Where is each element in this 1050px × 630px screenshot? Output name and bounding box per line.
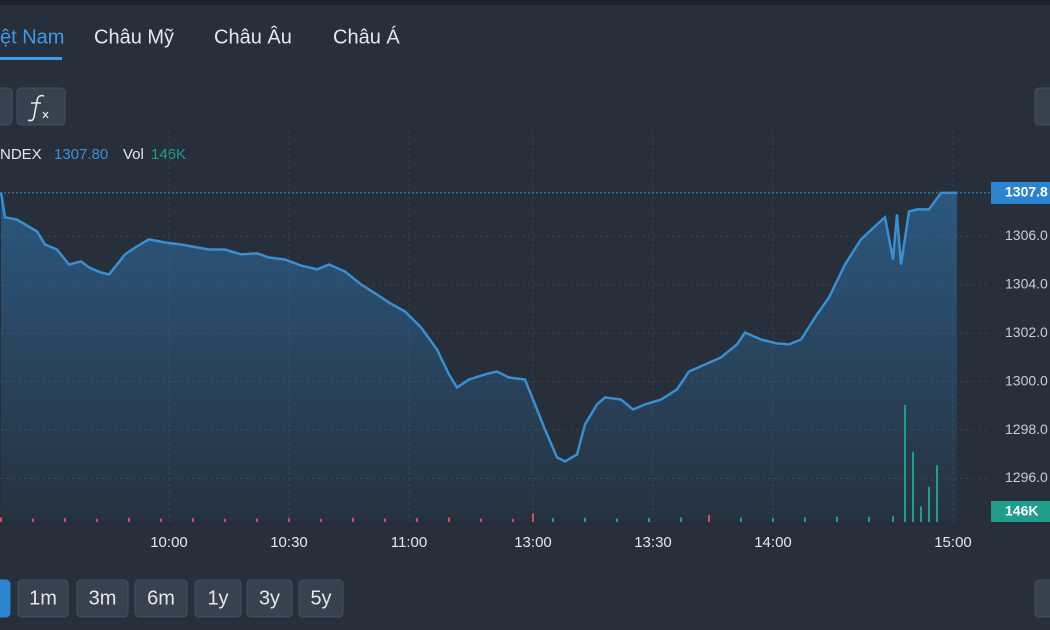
- volume-bar: [224, 518, 226, 522]
- price-line: [0, 191, 957, 463]
- toolbar-button[interactable]: [1034, 87, 1050, 126]
- x-tick-label: 13:30: [634, 534, 672, 551]
- range-label[interactable]: 1m: [29, 587, 57, 609]
- range-button: [76, 579, 129, 618]
- volume-bar: [160, 518, 162, 522]
- volume-bar: [96, 518, 98, 522]
- volume-bar: [32, 518, 34, 522]
- y-tick-label: 1296.0: [1005, 469, 1048, 485]
- range-button: [298, 579, 344, 618]
- volume-bar: [680, 517, 682, 522]
- volume-bar: [320, 518, 322, 522]
- range-label[interactable]: 1y: [207, 587, 228, 609]
- volume-bar: [352, 517, 354, 522]
- volume-bar: [480, 518, 482, 522]
- formula-button[interactable]: [16, 87, 66, 126]
- fx-icon: [27, 94, 45, 122]
- volume-bar: [936, 465, 938, 522]
- volume-bar: [384, 518, 386, 522]
- y-tick-label: 1302.0: [1005, 324, 1048, 340]
- range-label[interactable]: 3y: [259, 587, 280, 609]
- x-tick-label: 15:00: [934, 534, 972, 551]
- fx-icon: [42, 111, 49, 119]
- plot: [0, 130, 990, 522]
- volume-bar: [836, 516, 838, 522]
- volume-bar: [552, 518, 554, 522]
- volume-bar: [584, 517, 586, 522]
- volume-bar: [128, 517, 130, 522]
- volume-label: 146K: [1005, 503, 1038, 519]
- legend-symbol: NDEX: [0, 146, 42, 163]
- last-price-box: [991, 181, 1050, 204]
- volume-bar: [920, 506, 922, 522]
- toolbar-button[interactable]: [0, 87, 13, 126]
- range-button: [194, 579, 242, 618]
- last-price-label: 1307.8: [1005, 184, 1048, 200]
- x-tick-label: 10:00: [150, 534, 188, 551]
- volume-bar: [648, 518, 650, 522]
- area: [1, 192, 957, 522]
- volume-bar: [804, 517, 806, 522]
- range-label[interactable]: 6m: [147, 587, 175, 609]
- volume-bar: [904, 405, 906, 522]
- y-tick-label: 1304.0: [1005, 276, 1048, 292]
- x-tick-label: 13:00: [514, 534, 552, 551]
- volume-bar: [64, 518, 66, 522]
- volume-bar: [912, 451, 914, 522]
- volume-bar: [868, 516, 870, 522]
- volume-bar: [616, 518, 618, 522]
- x-tick-label: 10:30: [270, 534, 308, 551]
- tab-underline: [0, 57, 62, 60]
- range-button: [17, 579, 69, 618]
- volume-bar: [740, 517, 742, 522]
- legend-vol: Vol: [123, 146, 144, 163]
- y-tick-label: 1298.0: [1005, 421, 1048, 437]
- x-tick-label: 14:00: [754, 534, 792, 551]
- tab[interactable]: Châu Á: [333, 25, 400, 48]
- volume-bar: [928, 486, 930, 522]
- y-tick-label: 1300.0: [1005, 372, 1048, 388]
- tab[interactable]: ệt Nam: [0, 26, 64, 48]
- volume-box: [991, 501, 1050, 522]
- volume-bar: [708, 514, 710, 522]
- legend-price: 1307.80: [54, 146, 108, 163]
- volume-bar: [288, 518, 290, 522]
- volume-bar: [192, 518, 194, 522]
- toolbar-button[interactable]: [1034, 579, 1050, 618]
- range-button: [246, 579, 293, 618]
- range-button: [134, 579, 188, 618]
- volume-bar: [0, 517, 2, 522]
- top-bar: [0, 0, 1050, 5]
- volume-bar: [772, 518, 774, 522]
- tab[interactable]: Châu Âu: [214, 25, 292, 48]
- range-button-active[interactable]: [0, 579, 11, 618]
- volume-bar: [892, 516, 894, 522]
- volume-bar: [256, 518, 258, 522]
- volume-bar: [416, 518, 418, 522]
- volume-bar: [448, 517, 450, 522]
- volume-bar: [512, 518, 514, 522]
- y-tick-label: 1306.0: [1005, 227, 1048, 243]
- range-label[interactable]: 5y: [310, 587, 331, 609]
- tab[interactable]: Châu Mỹ: [94, 26, 174, 48]
- button-frame: [16, 87, 66, 126]
- volume-bar: [532, 513, 534, 522]
- range-label[interactable]: 3m: [89, 587, 117, 609]
- x-tick-label: 11:00: [391, 534, 427, 551]
